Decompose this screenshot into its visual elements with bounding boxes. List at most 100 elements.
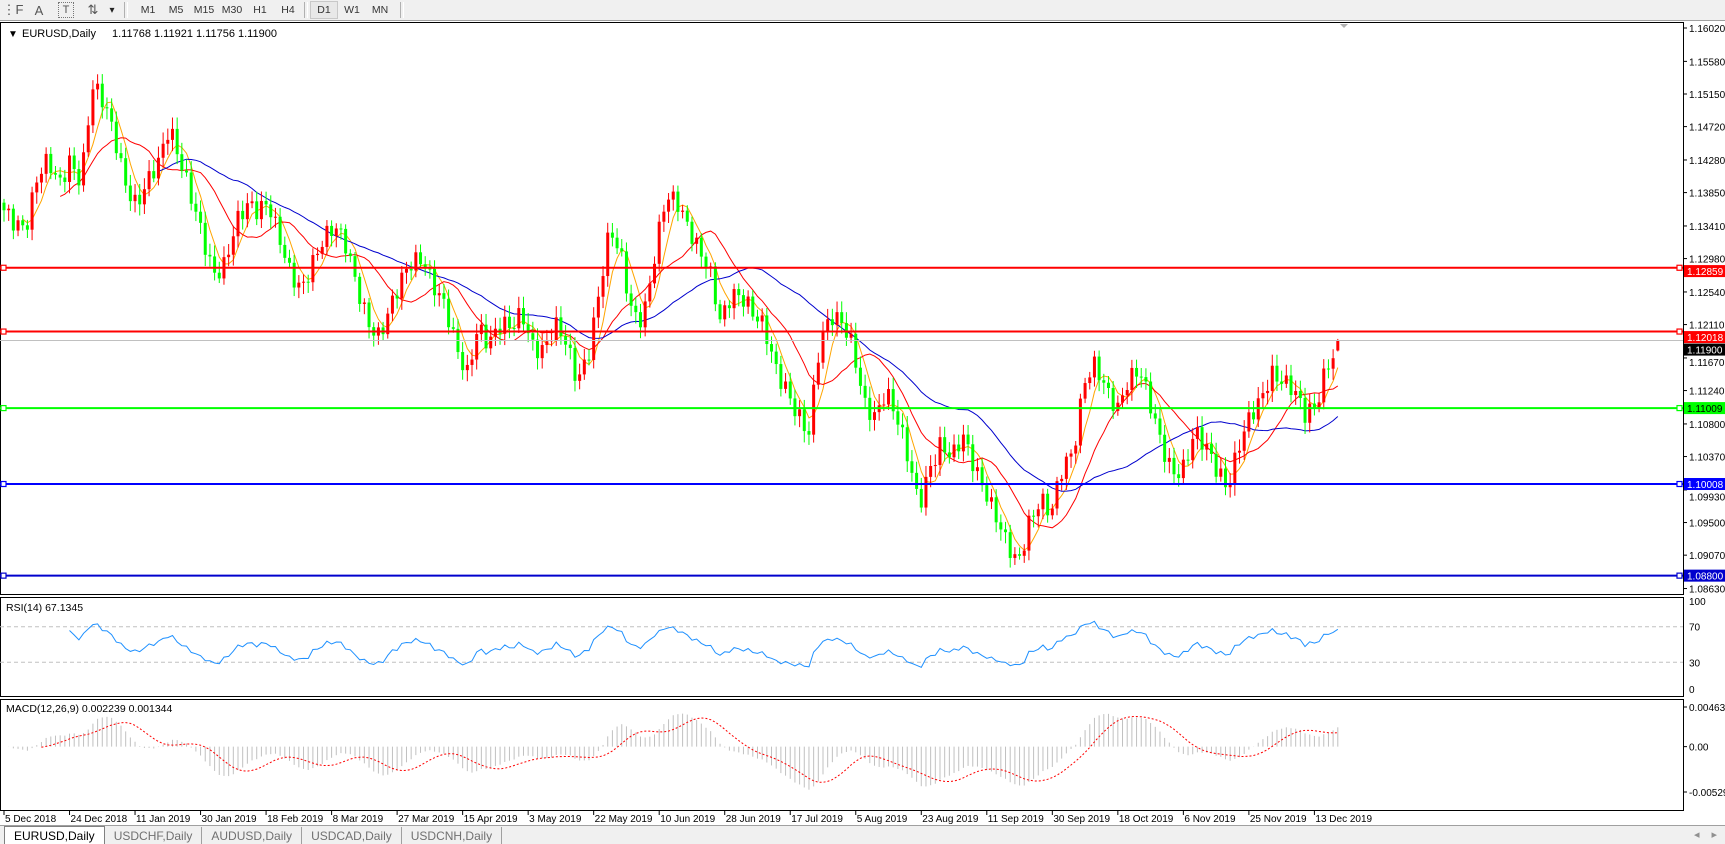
- candle: [596, 286, 600, 329]
- candle: [536, 328, 540, 370]
- candle: [578, 363, 582, 390]
- candle: [302, 274, 306, 295]
- timeframe-h4[interactable]: H4: [281, 4, 295, 16]
- candle-body: [189, 172, 193, 204]
- candle-body: [1125, 390, 1129, 396]
- timeframe-m1[interactable]: M1: [140, 4, 156, 16]
- tab-usdcad-daily[interactable]: USDCAD,Daily: [302, 827, 402, 844]
- timeframe-m30[interactable]: M30: [221, 4, 243, 16]
- line-handle-icon[interactable]: [0, 264, 7, 271]
- price-tick-label: 1.13850: [1689, 189, 1725, 200]
- tab-usdchf-daily[interactable]: USDCHF,Daily: [105, 827, 203, 844]
- candle-body: [854, 333, 858, 368]
- timeframe-m15[interactable]: M15: [193, 4, 215, 16]
- chart-symbol-title: EURUSD,Daily: [22, 28, 96, 40]
- tab-scroll: ◂ ▸: [1694, 828, 1717, 841]
- candle: [1088, 371, 1092, 390]
- text-icon[interactable]: A: [34, 2, 44, 18]
- scroll-right-icon[interactable]: ▸: [1711, 829, 1717, 841]
- rsi-line: [69, 620, 1339, 668]
- candle-body: [957, 444, 961, 452]
- candle-body: [1317, 402, 1321, 409]
- candle: [1284, 364, 1288, 388]
- candle-body: [1219, 468, 1223, 477]
- candle: [1209, 432, 1213, 463]
- candle-body: [86, 125, 90, 153]
- arrows-icon[interactable]: ⇅: [87, 2, 99, 17]
- scroll-left-icon[interactable]: ◂: [1693, 829, 1700, 841]
- tab-eurusd-daily[interactable]: EURUSD,Daily: [4, 826, 105, 844]
- hline-price-label-bg: [1684, 402, 1725, 415]
- line-handle-icon[interactable]: [0, 404, 7, 412]
- candle: [751, 289, 755, 321]
- price-tick-label: 1.12540: [1689, 288, 1725, 299]
- line-handle-icon[interactable]: [1676, 480, 1683, 488]
- candle-body: [540, 345, 544, 359]
- candle-body: [208, 254, 212, 257]
- candle: [760, 308, 764, 331]
- text-label-icon[interactable]: T: [58, 2, 74, 18]
- candle-body: [784, 381, 788, 389]
- line-handle-icon[interactable]: [1676, 404, 1683, 412]
- candle: [971, 434, 975, 483]
- candle: [124, 147, 128, 193]
- candle-body: [798, 409, 802, 417]
- candle-body: [170, 128, 174, 140]
- candle-body: [475, 334, 479, 360]
- line-handle-icon[interactable]: [1676, 572, 1683, 579]
- timeframe-w1[interactable]: W1: [344, 4, 360, 16]
- candle-body: [1022, 550, 1026, 556]
- candle-body: [994, 497, 998, 523]
- candle: [461, 342, 465, 380]
- candle: [82, 143, 86, 192]
- tab-usdcnh-daily[interactable]: USDCNH,Daily: [402, 827, 503, 844]
- candle: [610, 222, 614, 247]
- candle: [858, 356, 862, 395]
- tab-audusd-daily[interactable]: AUDUSD,Daily: [202, 827, 303, 844]
- candle-body: [142, 189, 146, 205]
- candle-body: [961, 434, 965, 452]
- period-separator-icon[interactable]: ⋮F: [2, 2, 24, 17]
- line-handle-icon[interactable]: [1676, 328, 1683, 335]
- date-tick-label: 5 Aug 2019: [857, 814, 908, 825]
- candle: [887, 377, 891, 410]
- candle: [100, 74, 104, 119]
- chart-area[interactable]: 1.16020 1.15580 1.15150 1.14720 1.14280 1.138…: [0, 21, 1725, 825]
- line-handle-icon[interactable]: [0, 328, 7, 335]
- candle-body: [610, 232, 614, 238]
- candle: [1261, 381, 1265, 409]
- candle-body: [320, 246, 324, 254]
- candle-body: [1064, 456, 1068, 479]
- candle: [503, 305, 507, 346]
- candle-body: [259, 200, 263, 220]
- candle: [933, 454, 937, 478]
- candle: [231, 225, 235, 266]
- line-handle-icon[interactable]: [0, 572, 7, 579]
- candle-body: [53, 173, 57, 175]
- candle-body: [601, 276, 605, 297]
- candle-body: [35, 182, 39, 193]
- dropdown-icon[interactable]: ▾: [109, 4, 115, 16]
- timeframe-mn[interactable]: MN: [371, 4, 389, 16]
- candle: [788, 372, 792, 405]
- candle: [58, 167, 62, 186]
- timeframe-h1[interactable]: H1: [253, 4, 267, 16]
- candle-body: [1004, 529, 1008, 533]
- candle: [203, 211, 207, 267]
- candle-body: [802, 409, 806, 432]
- line-handle-icon[interactable]: [0, 480, 7, 488]
- line-handle-icon[interactable]: [1676, 264, 1683, 271]
- candle-body: [1177, 474, 1181, 479]
- candle: [170, 117, 174, 152]
- candle: [568, 333, 572, 360]
- timeframe-d1[interactable]: D1: [310, 1, 338, 19]
- chart-shift-marker-icon[interactable]: [1340, 24, 1348, 28]
- candle-body: [386, 313, 390, 335]
- candle: [105, 97, 109, 120]
- timeframe-m5[interactable]: M5: [168, 4, 184, 16]
- candle-body: [465, 364, 469, 371]
- candle: [681, 204, 685, 219]
- date-tick-label: 23 Aug 2019: [922, 814, 979, 825]
- candle-body: [1018, 554, 1022, 556]
- collapse-icon[interactable]: ▼: [8, 29, 18, 40]
